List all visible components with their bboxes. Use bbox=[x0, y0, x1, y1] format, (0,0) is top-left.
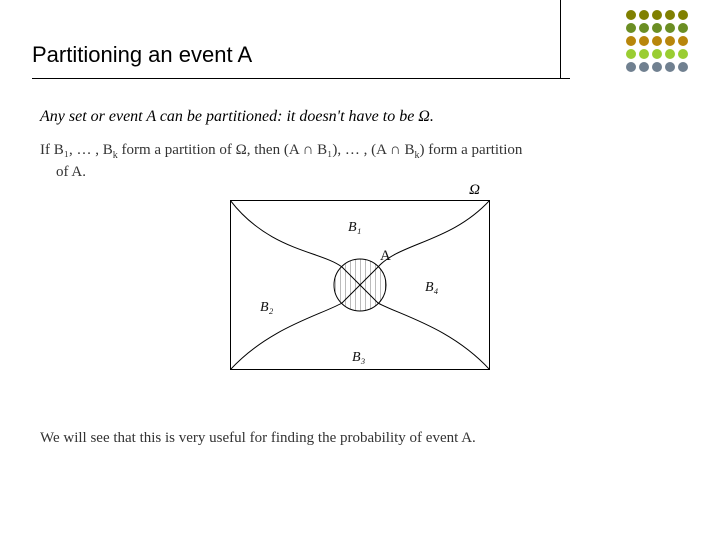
omega-label: Ω bbox=[469, 182, 480, 199]
statement-3: of A. bbox=[56, 164, 690, 181]
title-underline bbox=[32, 78, 570, 79]
partition-diagram: Ω B₁ B₂ B₃ B₄ A bbox=[230, 200, 490, 395]
statement-1: Any set or event A can be partitioned: i… bbox=[40, 108, 690, 126]
statement-2: If B₁, … , Bk form a partition of Ω, the… bbox=[40, 142, 690, 161]
b1-label: B₁ bbox=[348, 220, 361, 236]
b3-label: B₃ bbox=[352, 350, 365, 366]
statement-2-part-a: If B₁, … , B bbox=[40, 142, 113, 158]
slide-title: Partitioning an event A bbox=[32, 42, 252, 68]
statement-4: We will see that this is very useful for… bbox=[40, 430, 690, 447]
decorative-dot-grid bbox=[626, 10, 690, 74]
title-bar: Partitioning an event A bbox=[32, 42, 680, 68]
statement-2-part-c: ) form a partition bbox=[420, 142, 523, 158]
b4-label: B₄ bbox=[425, 280, 438, 296]
a-label: A bbox=[380, 248, 391, 265]
b2-label: B₂ bbox=[260, 300, 273, 316]
statement-2-part-b: form a partition of Ω, then (A ∩ B₁), … … bbox=[118, 142, 415, 158]
